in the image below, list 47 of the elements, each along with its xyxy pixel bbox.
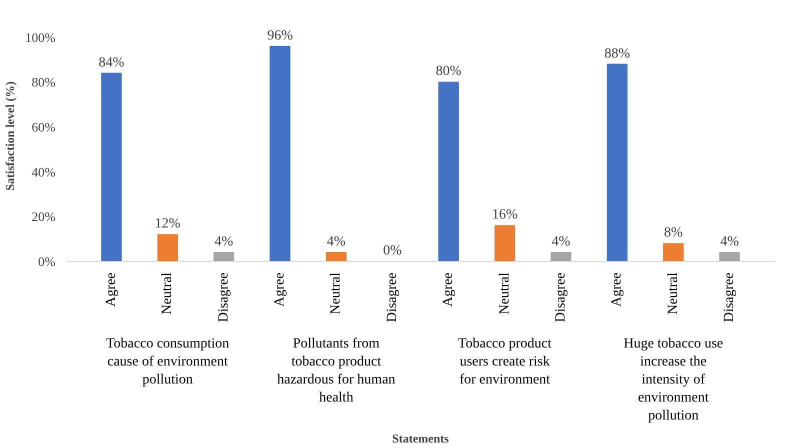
x-tick-label: Tobacco consumption cause of environment pollution — [106, 336, 230, 388]
y-tick-label: 60% — [32, 120, 56, 135]
bar — [270, 46, 290, 262]
text: Neutral — [160, 272, 176, 314]
y-tick-label: 0% — [38, 254, 56, 269]
bar — [606, 64, 628, 262]
data-label: 4% — [326, 234, 346, 250]
text: Neutral — [666, 272, 681, 314]
data-label: 4% — [720, 234, 740, 250]
data-label: 0% — [383, 244, 402, 258]
bar — [719, 252, 740, 262]
y-tick-label: 40% — [32, 164, 56, 180]
text: Disagree — [722, 272, 738, 322]
text: Disagree — [384, 272, 400, 322]
data-label: 4% — [214, 234, 234, 250]
y-tick-label: 80% — [32, 74, 56, 90]
data-label: 16% — [492, 208, 518, 223]
text: Neutral — [328, 272, 344, 314]
data-label: 12% — [154, 216, 181, 232]
data-label: 4% — [552, 234, 571, 250]
text: Agree — [610, 272, 625, 307]
data-label: 80% — [436, 64, 462, 80]
data-label: 88% — [604, 46, 630, 62]
bar — [214, 252, 234, 262]
text: Neutral — [497, 272, 512, 314]
x-tick-label: Huge tobacco use increase the intensity of environment pollution — [624, 336, 724, 424]
bar — [494, 225, 516, 262]
x-axis-title: Statements — [392, 432, 450, 446]
data-label: 8% — [664, 226, 684, 241]
data-label: 96% — [267, 28, 294, 44]
x-tick-label: Pollutants from tobacco product hazardous for human health — [277, 336, 396, 406]
y-axis-title: Satisfaction level (%) — [3, 81, 18, 191]
text: Disagree — [553, 272, 568, 322]
bar — [326, 252, 347, 262]
bar — [550, 252, 572, 262]
text: Disagree — [216, 272, 232, 322]
bar — [663, 243, 684, 262]
text: Agree — [272, 272, 288, 307]
text: Agree — [441, 272, 456, 307]
data-label: 84% — [98, 55, 125, 70]
y-tick-label: 100% — [25, 30, 56, 45]
bar — [101, 72, 122, 262]
bar — [438, 82, 459, 262]
y-tick-label: 20% — [32, 209, 56, 224]
x-tick-label: Tobacco product users create risk for environment — [458, 336, 552, 388]
bar — [157, 234, 178, 262]
text: Agree — [104, 272, 119, 307]
